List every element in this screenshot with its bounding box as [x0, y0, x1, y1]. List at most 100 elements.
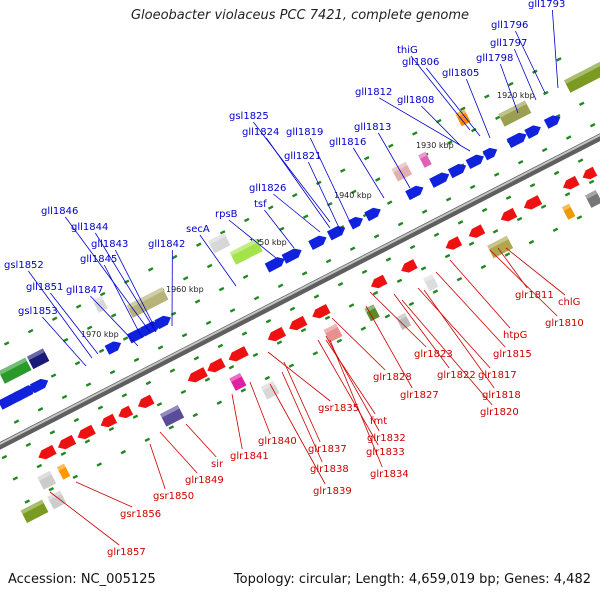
tick-mark — [121, 393, 128, 398]
leader-line-forward — [551, 9, 559, 89]
tick-mark — [495, 115, 501, 120]
gene-block-highlight — [0, 357, 27, 375]
tick-mark — [75, 304, 82, 309]
gene-feature — [468, 224, 486, 238]
gene-label-forward: gll1826 — [249, 183, 286, 194]
gene-block — [487, 235, 514, 259]
gene-feature — [207, 357, 226, 373]
gene-feature — [264, 257, 285, 273]
tick-label: 1960 kbp — [166, 285, 204, 294]
gene-block — [323, 323, 343, 343]
gene-arrow-forward — [281, 248, 302, 264]
gene-label-forward: gll1797 — [490, 38, 527, 49]
gene-label-reverse: glr1833 — [366, 447, 405, 458]
gene-feature — [418, 151, 432, 168]
leader-line-reverse — [159, 431, 198, 474]
gene-label-forward: gll1813 — [354, 122, 391, 133]
gene-label-forward: gll1812 — [355, 87, 392, 98]
gene-feature — [92, 295, 108, 313]
leader-line-reverse — [185, 423, 217, 458]
tick-mark — [447, 140, 453, 145]
leader-line-reverse — [329, 339, 383, 468]
gene-block-highlight — [418, 151, 428, 159]
gene-label-forward: gll1806 — [402, 57, 439, 68]
gene-arrow-forward — [465, 154, 484, 170]
gene-label-forward: gll1793 — [528, 0, 565, 10]
tick-mark — [313, 294, 320, 299]
tick-mark — [144, 437, 151, 443]
gene-label-reverse: glr1815 — [493, 349, 532, 360]
gene-arrow-forward — [308, 235, 327, 251]
leader-line-reverse — [49, 491, 120, 546]
gene-arrow-reverse — [100, 413, 118, 428]
tick-labels: 1920 kbp 1930 kbp 1940 kbp 1950 kbp 1960 kbp… — [81, 91, 535, 339]
leader-line-reverse — [401, 299, 493, 406]
gene-block-highlight — [56, 463, 66, 471]
gene-feature — [159, 405, 185, 427]
gene-arrow-forward — [482, 147, 498, 161]
tick-mark — [312, 351, 319, 356]
gene-label-reverse: glr1857 — [107, 547, 146, 558]
gene-feature — [56, 463, 71, 480]
gene-block-highlight — [323, 323, 338, 334]
gene-feature — [228, 346, 249, 362]
gene-block — [260, 380, 280, 400]
gene-feature — [29, 378, 49, 394]
gene-label-reverse: glr1832 — [367, 433, 406, 444]
gene-arrow-forward — [524, 125, 541, 139]
tick-mark — [480, 264, 487, 270]
gene-feature — [364, 207, 381, 222]
tick-mark — [132, 414, 139, 419]
gene-block — [561, 203, 576, 220]
gene-label-reverse: glr1823 — [414, 349, 453, 360]
gene-label-reverse: glr1840 — [258, 436, 297, 447]
gene-block-highlight — [391, 161, 408, 173]
gene-arrow-reverse — [500, 207, 518, 222]
gene-label-forward: gsl1853 — [18, 306, 58, 317]
leader-line-reverse — [281, 371, 323, 463]
tick-mark — [205, 320, 212, 326]
tick-mark — [552, 227, 559, 233]
tick-mark — [421, 209, 428, 214]
gene-block-highlight — [260, 380, 276, 391]
tick-mark — [408, 301, 415, 307]
gene-label-reverse: glr1837 — [308, 444, 347, 455]
tick-mark — [278, 226, 285, 232]
tick-mark — [385, 257, 392, 262]
gene-block — [92, 295, 108, 313]
gene-feature — [0, 357, 32, 384]
leader-line-reverse — [449, 259, 511, 329]
gene-feature — [445, 236, 463, 250]
map-title: Gloeobacter violaceus PCC 7421, complete… — [130, 8, 470, 23]
tick-mark — [253, 295, 260, 301]
gene-label-reverse: glr1849 — [185, 475, 224, 486]
gene-block-highlight — [159, 405, 180, 418]
tick-mark — [556, 57, 562, 62]
gene-label-forward: gll1851 — [26, 282, 63, 293]
gene-feature — [561, 203, 576, 220]
gene-label-forward: thiG — [397, 45, 418, 56]
leader-line-reverse — [423, 289, 495, 389]
gene-arrow-forward — [506, 132, 527, 149]
gene-label-forward: gll1843 — [91, 239, 128, 250]
gene-block — [20, 499, 49, 524]
gene-feature — [104, 341, 122, 355]
leader-line-forward — [273, 193, 321, 233]
gene-label-reverse: glr1827 — [400, 390, 439, 401]
leader-line-reverse — [365, 305, 413, 389]
gene-label-reverse: glr1810 — [545, 318, 584, 329]
tick-mark — [48, 486, 55, 492]
tick-mark — [84, 439, 91, 444]
gene-label-forward: secA — [186, 224, 210, 235]
gene-feature — [312, 304, 331, 319]
tick-mark — [168, 425, 175, 430]
gene-arrow-forward — [154, 315, 171, 330]
tick-mark — [180, 389, 187, 395]
accession-label: Accession: NC_005125 — [8, 572, 156, 587]
tick-mark — [288, 363, 295, 368]
leader-line-forward — [378, 132, 411, 189]
tick-mark — [409, 244, 416, 250]
tick-mark — [62, 337, 69, 343]
tick-mark — [61, 394, 68, 400]
